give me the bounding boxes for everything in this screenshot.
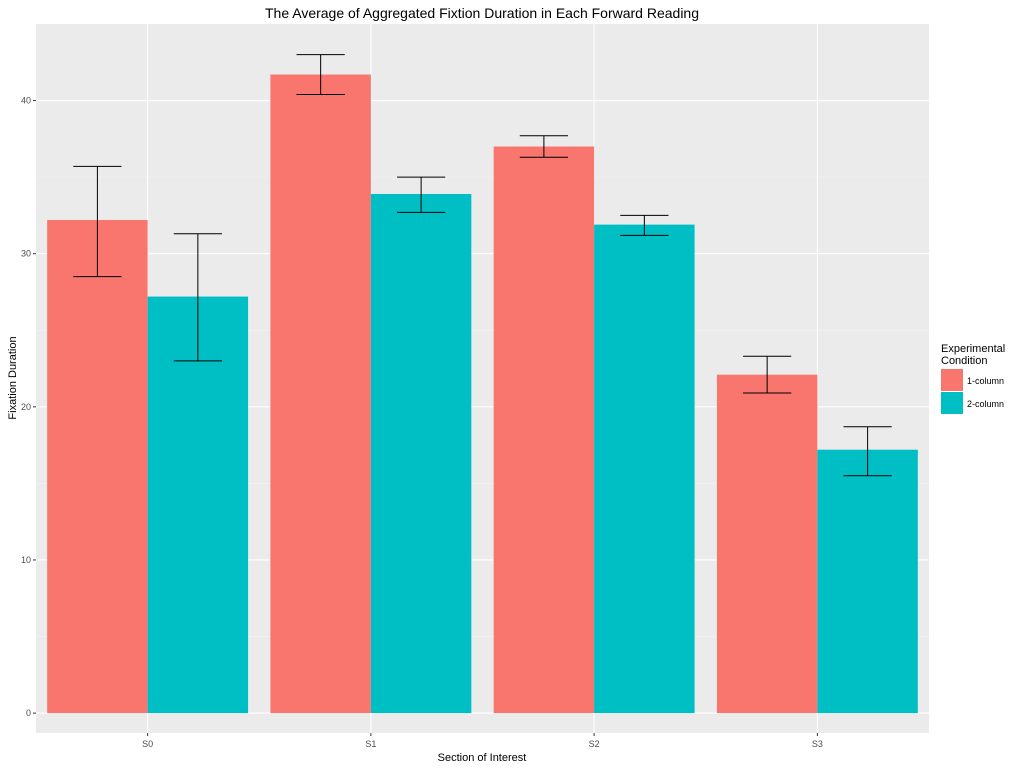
x-tick-label-S0: S0 [142,739,153,749]
bar-S0-1-column [47,220,148,714]
bar-S1-1-column [270,74,371,714]
bar-S2-1-column [493,146,595,714]
legend-key-1-column [941,369,963,391]
y-axis-title: Fixation Duration [7,336,19,419]
legend-label-1-column: 1-column [967,376,1004,386]
bar-S1-2-column [370,193,472,714]
y-tick-label: 30 [21,249,31,259]
bar-S3-1-column [716,374,818,714]
chart-title: The Average of Aggregated Fixtion Durati… [265,5,699,21]
legend-label-2-column: 2-column [967,399,1004,409]
legend-title-line-2: Condition [941,355,987,367]
legend-key-2-column [941,392,963,414]
y-tick-label: 10 [21,555,31,565]
y-tick-label: 0 [26,708,31,718]
x-axis-title: Section of Interest [438,752,527,764]
x-axis-ticks: S0 S1 S2 S3 [142,733,823,749]
legend: Experimental Condition 1-column 2-column [941,343,1005,414]
y-tick-label: 40 [21,96,31,106]
y-tick-label: 20 [21,402,31,412]
x-tick-label-S2: S2 [589,739,600,749]
bar-S3-2-column [817,449,918,714]
x-tick-label-S3: S3 [812,739,823,749]
bar-S2-2-column [594,224,695,714]
y-axis-ticks: 0 10 20 30 40 [21,96,36,718]
bar-S0-2-column [147,296,249,714]
error-bars [73,54,892,477]
legend-title-line-1: Experimental [941,343,1005,355]
x-tick-label-S1: S1 [365,739,376,749]
bars [47,74,918,714]
